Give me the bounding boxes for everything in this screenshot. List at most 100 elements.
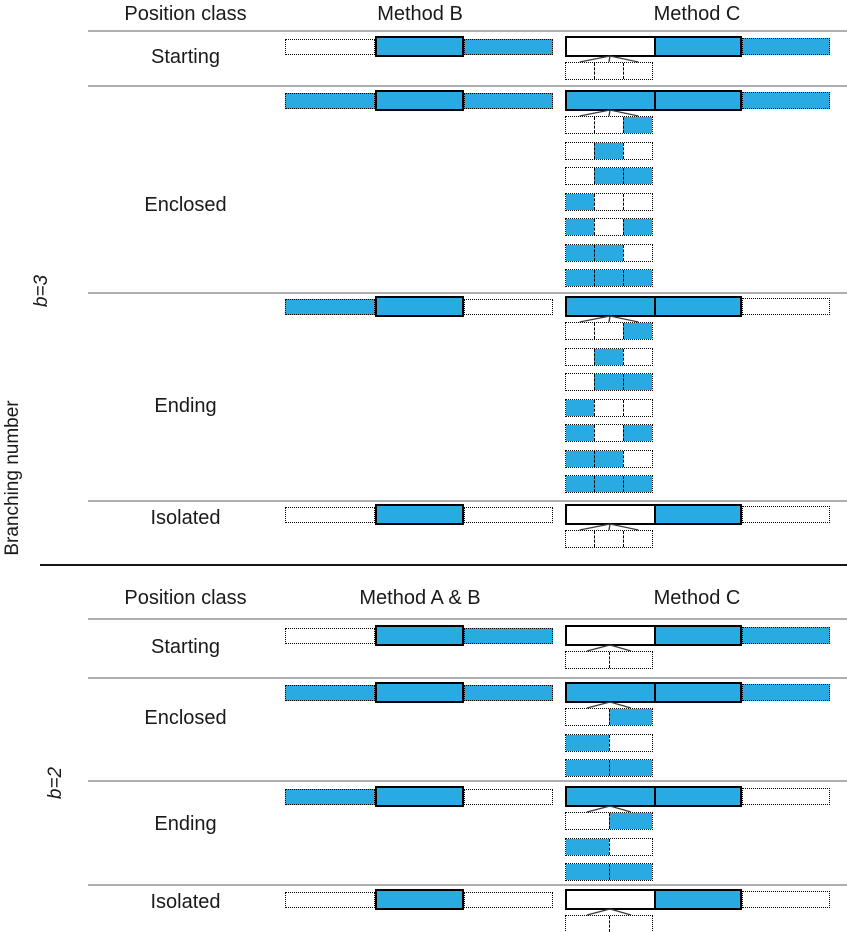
- bar-segment: [655, 889, 742, 910]
- main-bar-b-3-isolated-method-left: [285, 504, 553, 525]
- column-header-method-b: Method B: [377, 3, 463, 25]
- row-divider-line: [88, 292, 847, 294]
- expansion-segment: [623, 531, 652, 547]
- expansion-segment: [623, 193, 652, 210]
- bar-segment: [285, 92, 375, 109]
- expansion-segment: [566, 760, 609, 776]
- bar-segment: [655, 90, 742, 111]
- bar-segment: [742, 506, 830, 523]
- expansion-segment: [566, 450, 594, 467]
- expansion-segment: [566, 652, 609, 668]
- expansion-segment: [594, 399, 623, 416]
- expansion-segment: [566, 63, 594, 79]
- expansion-segment: [623, 219, 652, 235]
- bar-segment: [375, 889, 464, 910]
- section-divider-line: [40, 564, 847, 566]
- row-divider-line: [88, 884, 847, 886]
- main-bar-b-2-starting-method-left: [285, 625, 553, 646]
- bar-segment: [655, 36, 742, 57]
- expansion-bar: [565, 269, 653, 287]
- row-divider-line: [88, 677, 847, 679]
- bar-segment: [565, 625, 655, 646]
- bar-segment: [742, 788, 830, 805]
- expansion-bar: [565, 167, 653, 185]
- bar-segment: [375, 36, 464, 57]
- main-bar-b-2-ending-method-left: [285, 786, 553, 807]
- expansion-bar: [565, 915, 653, 932]
- bar-segment: [285, 506, 375, 523]
- expansion-segment: [566, 476, 594, 492]
- expansion-segment: [623, 399, 652, 416]
- expansion-bar: [565, 218, 653, 236]
- branch-label-b2: b=2: [45, 766, 66, 800]
- expansion-segment: [566, 734, 609, 751]
- bar-segment: [375, 504, 464, 525]
- expansion-bar: [565, 449, 653, 468]
- axis-title: Branching number: [2, 400, 23, 556]
- expansion-segment: [594, 244, 623, 261]
- expansion-segment: [594, 425, 623, 441]
- main-bar-b-3-starting-method-left: [285, 36, 553, 57]
- expansion-segment: [594, 348, 623, 365]
- bar-segment: [464, 506, 553, 523]
- bar-segment: [285, 891, 375, 908]
- main-bar-b-2-enclosed-method-left: [285, 682, 553, 703]
- bar-segment: [742, 298, 830, 315]
- bar-segment: [655, 625, 742, 646]
- bar-segment: [285, 788, 375, 805]
- expansion-segment: [566, 117, 594, 133]
- expansion-segment: [594, 476, 623, 492]
- bar-segment: [464, 788, 553, 805]
- expansion-bar: [565, 759, 653, 777]
- main-bar-b-3-enclosed-method-c: [565, 90, 830, 111]
- bar-segment: [464, 684, 553, 701]
- bar-segment: [464, 627, 553, 644]
- bar-segment: [375, 90, 464, 111]
- bar-segment: [742, 684, 830, 701]
- row-divider-line: [88, 30, 847, 32]
- expansion-segment: [608, 813, 652, 829]
- bar-segment: [464, 38, 553, 55]
- row-label-isolated: Isolated: [150, 891, 221, 913]
- bar-segment: [655, 682, 742, 703]
- main-bar-b-3-isolated-method-c: [565, 504, 830, 525]
- expansion-bar: [565, 837, 653, 856]
- expansion-segment: [608, 916, 652, 932]
- expansion-bar: [565, 62, 653, 80]
- expansion-segment: [623, 63, 652, 79]
- expansion-fan-lines: [586, 644, 632, 652]
- expansion-segment: [594, 374, 623, 390]
- expansion-segment: [594, 193, 623, 210]
- bar-segment: [285, 298, 375, 315]
- column-header-method-a-b: Method A & B: [359, 587, 481, 609]
- bar-segment: [655, 786, 742, 807]
- expansion-segment: [566, 399, 594, 416]
- expansion-bar: [565, 141, 653, 160]
- expansion-segment: [623, 323, 652, 339]
- row-label-ending: Ending: [154, 813, 217, 835]
- expansion-segment: [566, 916, 609, 932]
- bar-segment: [464, 298, 553, 315]
- expansion-bar: [565, 322, 653, 340]
- expansion-bar: [565, 347, 653, 366]
- bar-segment: [285, 684, 375, 701]
- main-bar-b-2-ending-method-c: [565, 786, 830, 807]
- bar-segment: [565, 889, 655, 910]
- expansion-segment: [594, 168, 623, 184]
- bar-segment: [742, 38, 830, 55]
- row-divider-line: [88, 780, 847, 782]
- bar-segment: [375, 625, 464, 646]
- bar-segment: [375, 682, 464, 703]
- expansion-bar: [565, 475, 653, 493]
- bar-segment: [565, 90, 655, 111]
- row-label-enclosed: Enclosed: [144, 194, 227, 216]
- expansion-segment: [608, 838, 652, 855]
- expansion-segment: [623, 117, 652, 133]
- expansion-segment: [566, 142, 594, 159]
- expansion-fan-lines: [579, 315, 639, 323]
- bar-segment: [565, 786, 655, 807]
- main-bar-b-3-ending-method-c: [565, 296, 830, 317]
- expansion-segment: [623, 168, 652, 184]
- bar-segment: [655, 296, 742, 317]
- expansion-segment: [623, 142, 652, 159]
